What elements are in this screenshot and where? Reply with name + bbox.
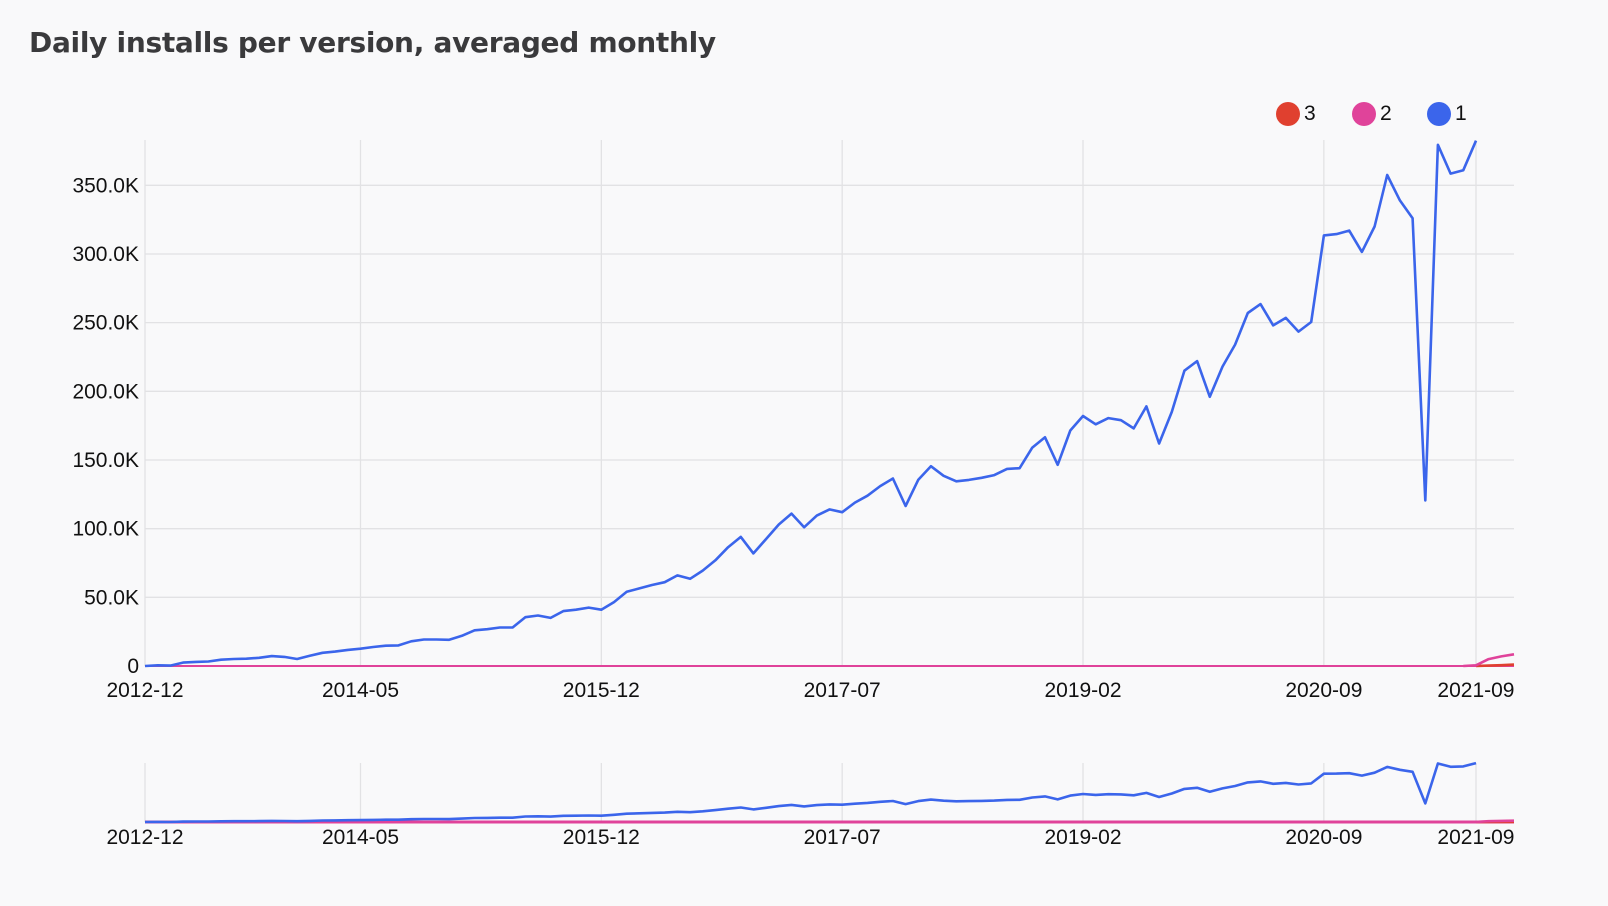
navigator-x-tick-label: 2014-05 bbox=[322, 826, 399, 849]
y-tick-label: 200.0K bbox=[72, 380, 139, 403]
x-tick-label: 2019-02 bbox=[1044, 679, 1121, 702]
navigator-x-tick-label: 2020-09 bbox=[1285, 826, 1362, 849]
legend-marker-3 bbox=[1276, 102, 1300, 126]
navigator-x-tick-label: 2015-12 bbox=[563, 826, 640, 849]
legend-label-3: 3 bbox=[1304, 102, 1316, 125]
x-tick-label: 2020-09 bbox=[1285, 679, 1362, 702]
legend: 3 2 1 bbox=[0, 99, 1608, 129]
legend-item-3[interactable]: 3 bbox=[1276, 99, 1316, 129]
legend-item-2[interactable]: 2 bbox=[1352, 99, 1392, 129]
navigator-x-tick-label: 2012-12 bbox=[106, 826, 183, 849]
legend-marker-1 bbox=[1427, 102, 1451, 126]
x-tick-label: 2021-09 bbox=[1437, 679, 1514, 702]
x-tick-label: 2014-05 bbox=[322, 679, 399, 702]
legend-label-2: 2 bbox=[1380, 102, 1392, 125]
x-tick-label: 2012-12 bbox=[106, 679, 183, 702]
y-tick-label: 0 bbox=[127, 655, 139, 678]
y-tick-label: 300.0K bbox=[72, 243, 139, 266]
y-tick-label: 250.0K bbox=[72, 312, 139, 335]
series-line-3 bbox=[1475, 663, 1515, 668]
navigator-x-tick-label: 2017-07 bbox=[804, 826, 881, 849]
series-line-1 bbox=[144, 140, 1478, 668]
x-tick-label: 2015-12 bbox=[563, 679, 640, 702]
navigator-x-tick-label: 2021-09 bbox=[1437, 826, 1514, 849]
y-tick-label: 50.0K bbox=[84, 586, 139, 609]
chart-title: Daily installs per version, averaged mon… bbox=[29, 26, 716, 59]
navigator-x-tick-label: 2019-02 bbox=[1044, 826, 1121, 849]
legend-item-1[interactable]: 1 bbox=[1427, 99, 1467, 129]
series-line-2 bbox=[1463, 653, 1515, 668]
legend-marker-2 bbox=[1352, 102, 1376, 126]
x-tick-label: 2017-07 bbox=[804, 679, 881, 702]
legend-label-1: 1 bbox=[1455, 102, 1467, 125]
y-tick-label: 350.0K bbox=[72, 174, 139, 197]
y-tick-label: 150.0K bbox=[72, 449, 139, 472]
navigator-series-line-2 bbox=[1463, 819, 1515, 824]
y-tick-label: 100.0K bbox=[72, 518, 139, 541]
navigator-series-line-1 bbox=[144, 761, 1477, 824]
